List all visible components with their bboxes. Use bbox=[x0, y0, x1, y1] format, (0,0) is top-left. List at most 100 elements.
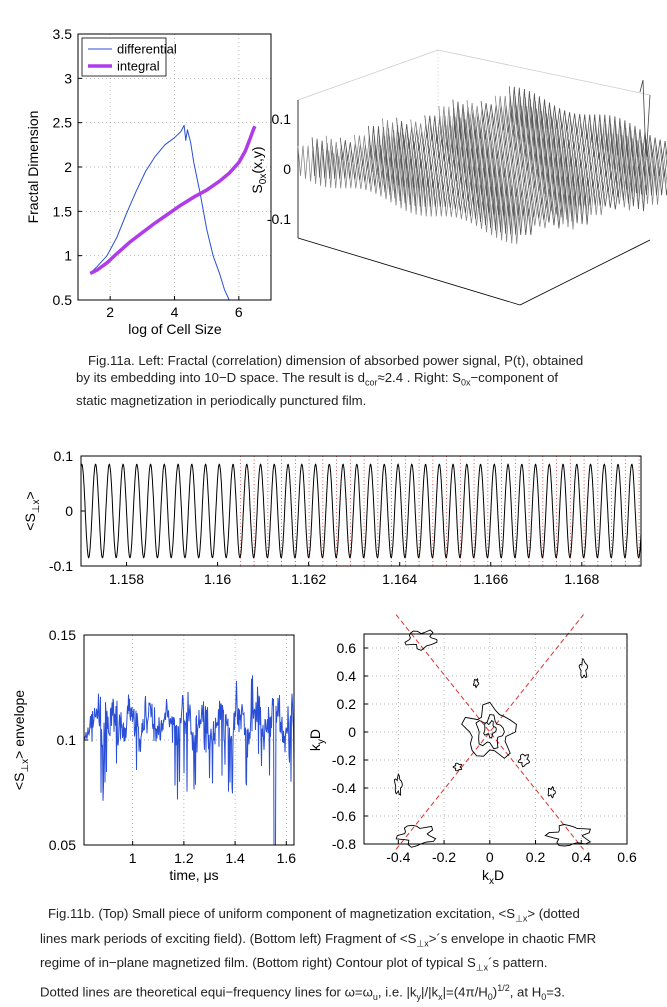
ct-ytick-label-0: 0.6 bbox=[337, 640, 357, 656]
ct-ytick-label-5: -0.4 bbox=[332, 780, 356, 796]
fractal-dimension-xlabel: log of Cell Size bbox=[128, 321, 222, 337]
ct-ytick-label-1: 0.4 bbox=[337, 668, 357, 684]
fd-series-integral bbox=[89, 125, 257, 275]
contour-4 bbox=[395, 824, 437, 848]
ct-ytick-label-7: -0.8 bbox=[332, 836, 356, 852]
contour-ticks: -0.4 -0.2 0 0.2 0.4 0.6 0.6 0.4 0.2 0 -0.2 -0.4 -0.6… bbox=[332, 640, 637, 865]
contour-0 bbox=[461, 701, 517, 759]
figure-11a-caption-line-1: Fig.11a. Left: Fractal (correlation) dim… bbox=[88, 353, 584, 368]
osc-xtick-label-2: 1.162 bbox=[291, 571, 326, 587]
magnetization-surface-plot: 0.1 0 -0.1 S0x(x,y) bbox=[249, 49, 667, 306]
ct-xtick-label-1: -0.2 bbox=[432, 849, 456, 865]
legend-differential-label: differential bbox=[117, 42, 177, 57]
contour-8 bbox=[547, 785, 556, 799]
surface-ztick-2: -0.1 bbox=[267, 211, 291, 227]
fd-ytick-label-0: 0.5 bbox=[53, 292, 73, 308]
osc-xtick-label-5: 1.168 bbox=[564, 571, 599, 587]
fractal-dimension-series bbox=[89, 124, 257, 301]
oscillation-axes-box bbox=[80, 455, 642, 567]
osc-xtick-label-0: 1.158 bbox=[109, 571, 144, 587]
ct-xtick-label-2: 0 bbox=[486, 849, 494, 865]
osc-xtick-label-3: 1.164 bbox=[382, 571, 417, 587]
ct-xtick-label-0: -0.4 bbox=[386, 849, 410, 865]
envelope-line bbox=[83, 675, 295, 846]
contour-2 bbox=[483, 719, 497, 739]
fd-xtick-label-0: 2 bbox=[106, 304, 114, 320]
fd-series-differential bbox=[89, 124, 230, 301]
ct-ytick-label-2: 0.2 bbox=[337, 696, 357, 712]
fractal-dimension-ticks: 2 4 6 0.5 1 1.5 2 2.5 3 3.5 bbox=[53, 26, 243, 320]
fd-ytick-label-6: 3.5 bbox=[53, 26, 73, 42]
surface-row-15 bbox=[508, 86, 667, 160]
surface-edge-spike bbox=[639, 79, 651, 161]
osc-ytick-label-0: 0.1 bbox=[54, 448, 74, 464]
surface-back-axes bbox=[297, 49, 651, 101]
fd-ytick-label-3: 2 bbox=[64, 159, 72, 175]
surface-zlabel: S0x(x,y) bbox=[249, 146, 269, 193]
contour-axes-box bbox=[363, 633, 628, 845]
ct-ytick-label-6: -0.6 bbox=[332, 808, 356, 824]
figure-11b-caption: Fig.11b. (Top) Small piece of uniform co… bbox=[40, 904, 660, 1007]
contour-7 bbox=[393, 773, 403, 796]
legend-box bbox=[81, 37, 167, 77]
contour-11 bbox=[452, 762, 463, 772]
equifrequency-lines bbox=[395, 614, 584, 850]
ct-xtick-label-3: 0.2 bbox=[526, 849, 546, 865]
ct-ytick-label-4: -0.2 bbox=[332, 752, 356, 768]
envelope-series bbox=[83, 675, 295, 846]
osc-xtick-label-1: 1.16 bbox=[204, 571, 231, 587]
contour-1 bbox=[475, 714, 505, 750]
surface-front-y-axis bbox=[519, 239, 651, 306]
ct-xtick-label-5: 0.6 bbox=[617, 849, 637, 865]
fd-ytick-label-1: 1 bbox=[64, 248, 72, 264]
contour-chart: -0.4 -0.2 0 0.2 0.4 0.6 0.6 0.4 0.2 0 -0.2 -0.4 -0.6… bbox=[307, 614, 637, 887]
figure-11b-caption-line-3: regime of in−plane magnetized film. (Bot… bbox=[40, 955, 548, 973]
figure-11b-caption-line-2: lines mark periods of exciting field). (… bbox=[40, 930, 597, 949]
contour-ylabel: kyD bbox=[307, 729, 327, 751]
figure-11b-caption-line-1: Fig.11b. (Top) Small piece of uniform co… bbox=[48, 906, 580, 924]
osc-ytick-label-1: 0 bbox=[65, 503, 73, 519]
fd-ytick-label-5: 3 bbox=[64, 70, 72, 86]
fd-ytick-label-2: 1.5 bbox=[53, 203, 73, 219]
envelope-grid bbox=[84, 634, 294, 846]
env-ytick-label-2: 0.05 bbox=[49, 837, 76, 853]
fractal-dimension-ylabel: Fractal Dimension bbox=[25, 111, 41, 224]
ct-xtick-label-4: 0.4 bbox=[572, 849, 592, 865]
fd-xtick-label-2: 6 bbox=[235, 304, 243, 320]
env-ytick-label-0: 0.15 bbox=[49, 627, 76, 643]
eq-line-negative bbox=[395, 614, 584, 850]
legend-integral-label: integral bbox=[117, 59, 160, 74]
env-xtick-label-0: 1 bbox=[129, 850, 137, 866]
oscillation-series bbox=[80, 463, 642, 559]
figure-11b-caption-line-4: Dotted lines are theoretical equi−freque… bbox=[40, 982, 565, 1002]
oscillation-ticks: 1.158 1.16 1.162 1.164 1.166 1.168 0.1 0 -0.1 bbox=[49, 448, 600, 587]
fd-xtick-label-1: 4 bbox=[171, 304, 179, 320]
env-xtick-label-1: 1.2 bbox=[174, 850, 194, 866]
figure-11a-caption-line-3: static magnetization in periodically pun… bbox=[76, 392, 367, 408]
env-xtick-label-2: 1.4 bbox=[225, 850, 245, 866]
ct-ytick-label-3: 0 bbox=[348, 724, 356, 740]
surface-front-x-axis bbox=[297, 237, 521, 306]
envelope-xlabel: time, μs bbox=[169, 867, 218, 883]
contour-10 bbox=[517, 753, 531, 768]
osc-ytick-label-2: -0.1 bbox=[49, 558, 73, 574]
oscillation-chart: 1.158 1.16 1.162 1.164 1.166 1.168 0.1 0 -0.1 <S… bbox=[22, 448, 642, 587]
exciting-field-period-markers bbox=[239, 456, 640, 566]
contour-xlabel: kxD bbox=[482, 867, 504, 887]
contour-3 bbox=[404, 629, 438, 651]
env-xtick-label-3: 1.6 bbox=[277, 850, 297, 866]
surface-mesh bbox=[297, 79, 667, 245]
eq-line-positive bbox=[395, 614, 584, 850]
env-ytick-label-1: 0.1 bbox=[57, 732, 77, 748]
figure-11a-caption-line-2: by its embedding into 10−D space. The re… bbox=[76, 370, 559, 388]
surface-ztick-0: 0.1 bbox=[272, 111, 292, 127]
osc-xtick-label-4: 1.166 bbox=[473, 571, 508, 587]
contour-5 bbox=[544, 824, 592, 847]
oscillation-ylabel: <S⊥x> bbox=[22, 491, 42, 530]
fractal-dimension-legend: differential integral bbox=[81, 37, 177, 77]
figure-11a-caption: Fig.11a. Left: Fractal (correlation) dim… bbox=[76, 352, 648, 409]
envelope-ylabel: <S⊥x> envelope bbox=[11, 690, 31, 790]
oscillation-line bbox=[80, 463, 642, 559]
envelope-ticks: 1 1.2 1.4 1.6 0.15 0.1 0.05 bbox=[49, 627, 297, 866]
